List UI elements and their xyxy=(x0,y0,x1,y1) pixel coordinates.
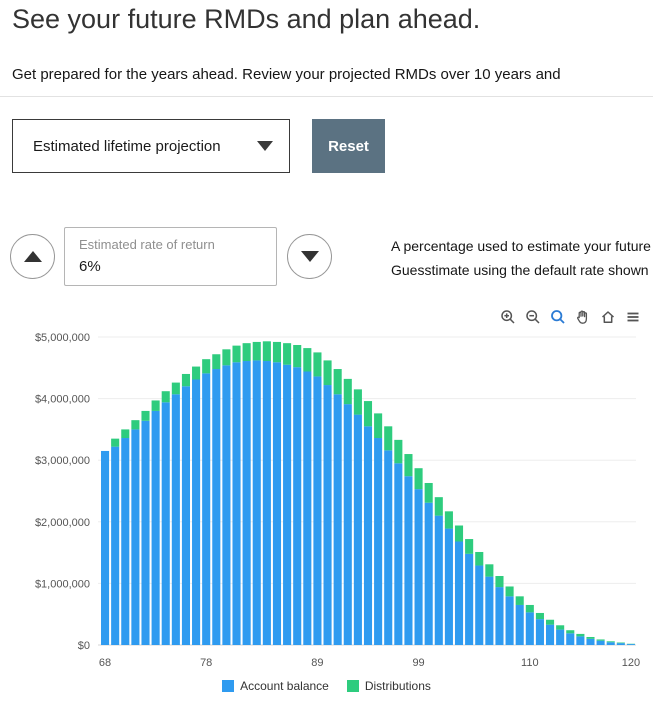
box-zoom-icon[interactable] xyxy=(548,307,568,327)
triangle-down-icon xyxy=(300,251,319,262)
menu-icon[interactable] xyxy=(623,307,643,327)
svg-text:$0: $0 xyxy=(78,640,90,652)
page-title: See your future RMDs and plan ahead. xyxy=(12,4,481,34)
legend-label-account-balance: Account balance xyxy=(240,679,329,693)
distributions-swatch xyxy=(346,680,359,692)
svg-text:$4,000,000: $4,000,000 xyxy=(35,394,90,406)
rate-help-line2: Guesstimate using the default rate shown xyxy=(391,262,649,278)
triangle-up-icon xyxy=(23,251,42,262)
svg-text:68: 68 xyxy=(99,657,111,669)
svg-text:$1,000,000: $1,000,000 xyxy=(35,578,90,590)
legend-item-distributions[interactable]: Distributions xyxy=(346,679,431,693)
svg-text:$2,000,000: $2,000,000 xyxy=(35,517,90,529)
reset-button[interactable]: Reset xyxy=(312,119,385,173)
projection-dropdown[interactable]: Estimated lifetime projection xyxy=(12,119,290,173)
svg-text:$5,000,000: $5,000,000 xyxy=(35,332,90,344)
chart-legend: Account balance Distributions xyxy=(0,679,653,693)
svg-text:78: 78 xyxy=(200,657,212,669)
chevron-down-icon xyxy=(257,141,273,151)
rate-decrease-button[interactable] xyxy=(287,234,332,279)
svg-text:99: 99 xyxy=(412,657,424,669)
rate-help-text: A percentage used to estimate your futur… xyxy=(391,234,651,282)
svg-text:$3,000,000: $3,000,000 xyxy=(35,455,90,467)
legend-item-account-balance[interactable]: Account balance xyxy=(222,679,329,693)
pan-icon[interactable] xyxy=(573,307,593,327)
rate-of-return-value: 6% xyxy=(79,258,101,275)
rmd-projection-chart[interactable]: $0 $1,000,000 $2,000,000 $3,000,000 $4,000,0… xyxy=(0,328,653,678)
rate-increase-button[interactable] xyxy=(10,234,55,279)
projection-dropdown-value: Estimated lifetime projection xyxy=(33,137,221,155)
account-balance-swatch xyxy=(222,680,235,692)
rmd-chart-svg[interactable]: $0 $1,000,000 $2,000,000 $3,000,000 $4,000,0… xyxy=(0,328,653,678)
home-icon[interactable] xyxy=(598,307,618,327)
svg-text:89: 89 xyxy=(311,657,323,669)
legend-label-distributions: Distributions xyxy=(364,679,431,693)
page-subtitle: Get prepared for the years ahead. Review… xyxy=(12,66,561,83)
zoom-in-icon[interactable] xyxy=(498,307,518,327)
chart-toolbar xyxy=(498,307,643,327)
zoom-out-icon[interactable] xyxy=(523,307,543,327)
svg-text:110: 110 xyxy=(521,657,539,669)
header-divider xyxy=(0,96,653,97)
rate-of-return-field[interactable]: Estimated rate of return 6% xyxy=(64,227,277,286)
rate-help-line1: A percentage used to estimate your futur… xyxy=(391,238,651,254)
rate-of-return-label: Estimated rate of return xyxy=(79,237,215,252)
svg-text:120: 120 xyxy=(622,657,640,669)
